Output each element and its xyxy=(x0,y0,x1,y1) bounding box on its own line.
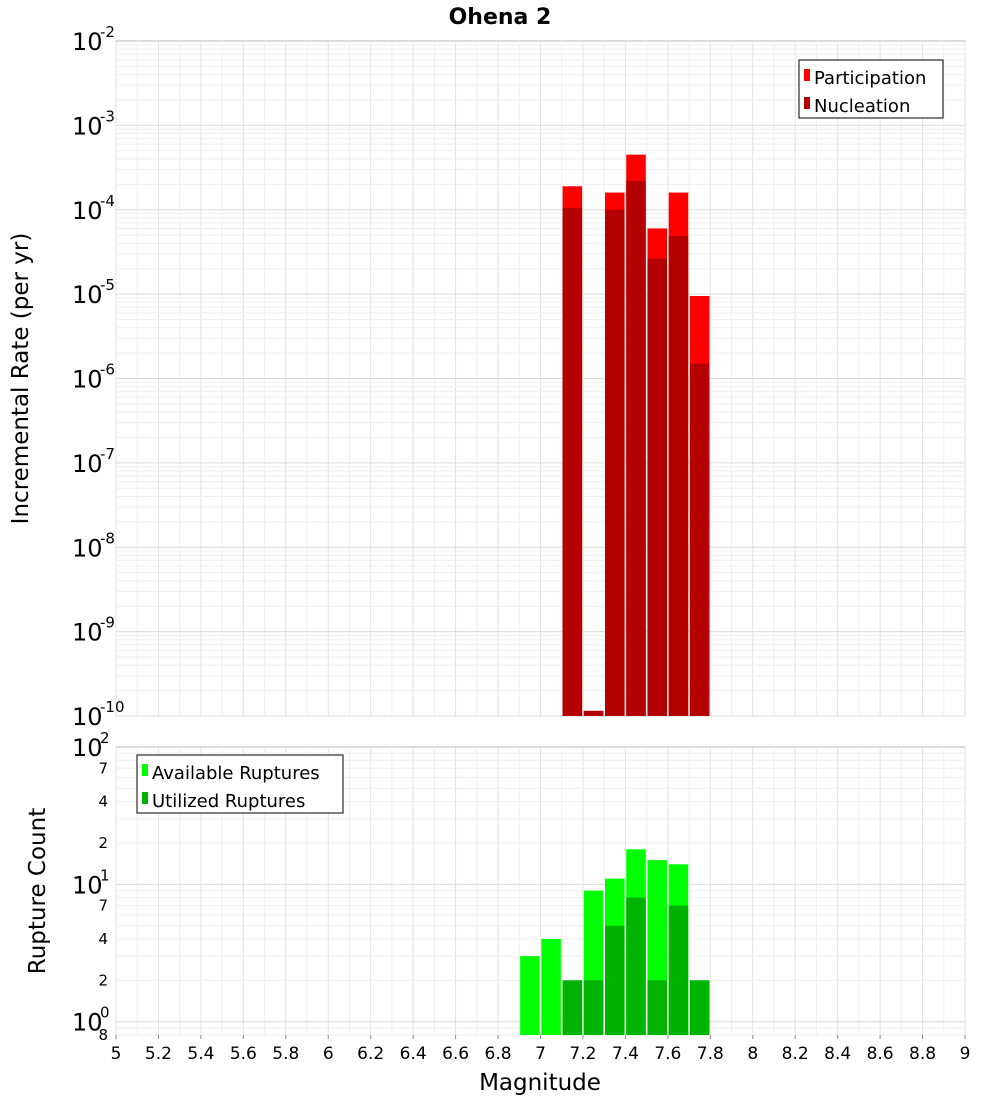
rate-y-tick-label: 10 xyxy=(72,534,103,562)
bar-utilized-ruptures xyxy=(668,905,689,1035)
rate-y-tick-label: 10 xyxy=(72,366,103,394)
count-bars xyxy=(520,849,710,1035)
legend-swatch xyxy=(804,69,810,81)
x-tick-label: 7 xyxy=(535,1044,546,1064)
x-tick-label: 8.6 xyxy=(867,1044,894,1064)
legend-label: Utilized Ruptures xyxy=(152,791,305,812)
legend-swatch xyxy=(142,764,148,776)
chart-title: Ohena 2 xyxy=(449,5,552,30)
count-y-tick-label: 4 xyxy=(98,930,108,948)
count-y-tick-label: 7 xyxy=(98,759,108,777)
legend-label: Available Ruptures xyxy=(152,763,320,784)
count-y-tick-label: 10 xyxy=(72,734,103,762)
bar-nucleation xyxy=(605,209,625,716)
rate-y-tick-exponent: -4 xyxy=(100,192,115,210)
x-tick-label: 8.2 xyxy=(782,1044,809,1064)
count-y-axis-label: Rupture Count xyxy=(25,808,51,974)
legend-box xyxy=(798,59,944,119)
count-y-tick-exponent: 1 xyxy=(100,866,110,884)
count-y-tick-label: 4 xyxy=(98,793,108,811)
rate-panel: 10-210-310-410-510-610-710-810-910-10 In… xyxy=(8,23,966,731)
count-y-tick-label: 8 xyxy=(98,1026,108,1044)
legend-label: Participation xyxy=(814,68,926,89)
rate-y-tick-exponent: -2 xyxy=(100,23,115,41)
rate-bars xyxy=(562,154,710,717)
bar-utilized-ruptures xyxy=(689,980,710,1035)
rate-y-tick-exponent: -7 xyxy=(100,445,115,463)
rate-y-tick-label: 10 xyxy=(72,450,103,478)
rate-y-ticks: 10-210-310-410-510-610-710-810-910-10 xyxy=(72,23,125,731)
x-tick-label: 5 xyxy=(111,1044,122,1064)
rate-y-tick-label: 10 xyxy=(72,281,103,309)
x-tick-label: 7.8 xyxy=(697,1044,724,1064)
count-y-tick-label: 10 xyxy=(72,871,103,899)
bar-nucleation xyxy=(647,258,668,716)
bar-nucleation xyxy=(583,710,604,716)
rate-y-tick-exponent: -9 xyxy=(100,614,115,632)
rate-y-tick-exponent: -8 xyxy=(100,529,115,547)
rate-grid xyxy=(115,41,966,717)
legend-swatch xyxy=(142,792,148,804)
rate-y-tick-label: 10 xyxy=(72,112,103,140)
x-tick-label: 8 xyxy=(747,1044,758,1064)
rate-y-tick-label: 10 xyxy=(72,619,103,647)
bar-utilized-ruptures xyxy=(647,980,668,1035)
x-tick-label: 5.6 xyxy=(230,1044,257,1064)
legend-box xyxy=(136,754,344,814)
count-y-tick-label: 10 xyxy=(72,1009,103,1037)
x-tick-label: 6.4 xyxy=(400,1044,427,1064)
x-tick-label: 5.8 xyxy=(272,1044,299,1064)
x-tick-label: 8.8 xyxy=(909,1044,936,1064)
count-legend: Available Ruptures Utilized Ruptures xyxy=(136,754,344,814)
x-tick-label: 7.6 xyxy=(654,1044,681,1064)
rate-y-tick-label: 10 xyxy=(72,703,103,731)
x-tick-label: 7.2 xyxy=(569,1044,596,1064)
x-tick-label: 6 xyxy=(323,1044,334,1064)
x-tick-label: 5.4 xyxy=(187,1044,214,1064)
rate-y-tick-label: 10 xyxy=(72,197,103,225)
count-y-tick-exponent: 2 xyxy=(100,729,110,747)
count-y-tick-label: 2 xyxy=(98,971,108,989)
x-tick-label: 6.8 xyxy=(485,1044,512,1064)
x-tick-label: 9 xyxy=(960,1044,971,1064)
count-y-tick-label: 7 xyxy=(98,897,108,915)
rate-y-tick-exponent: -10 xyxy=(100,698,125,716)
rate-y-tick-exponent: -5 xyxy=(100,276,115,294)
legend-swatch xyxy=(804,97,810,109)
bar-nucleation xyxy=(626,180,646,716)
x-tick-label: 6.2 xyxy=(357,1044,384,1064)
bar-nucleation xyxy=(562,207,583,716)
count-y-tick-label: 2 xyxy=(98,834,108,852)
rate-y-tick-label: 10 xyxy=(72,28,103,56)
count-y-tick-exponent: 0 xyxy=(100,1004,110,1022)
x-tick-label: 7.4 xyxy=(612,1044,639,1064)
bar-nucleation xyxy=(668,235,689,716)
rate-legend: Participation Nucleation xyxy=(798,59,944,119)
rate-y-tick-exponent: -6 xyxy=(100,361,115,379)
magnitude-x-ticks: 5 5.2 5.4 5.6 5.8 6 6.2 6.4 6.6 6.8 7 7.2 7.4 7.6 7.8 8… xyxy=(111,1035,971,1064)
legend-label: Nucleation xyxy=(814,96,910,117)
bar-nucleation xyxy=(689,363,710,716)
magnitude-x-axis-label: Magnitude xyxy=(479,1070,601,1096)
rate-y-axis-label: Incremental Rate (per yr) xyxy=(8,233,34,525)
bar-utilized-ruptures xyxy=(562,980,583,1035)
x-tick-label: 6.6 xyxy=(442,1044,469,1064)
bar-utilized-ruptures xyxy=(605,925,625,1035)
rate-y-tick-exponent: -3 xyxy=(100,107,115,125)
bar-utilized-ruptures xyxy=(626,897,646,1035)
bar-available-ruptures xyxy=(520,956,540,1035)
bar-utilized-ruptures xyxy=(583,980,604,1035)
bar-available-ruptures xyxy=(541,939,561,1035)
x-tick-label: 8.4 xyxy=(824,1044,851,1064)
x-tick-label: 5.2 xyxy=(145,1044,172,1064)
